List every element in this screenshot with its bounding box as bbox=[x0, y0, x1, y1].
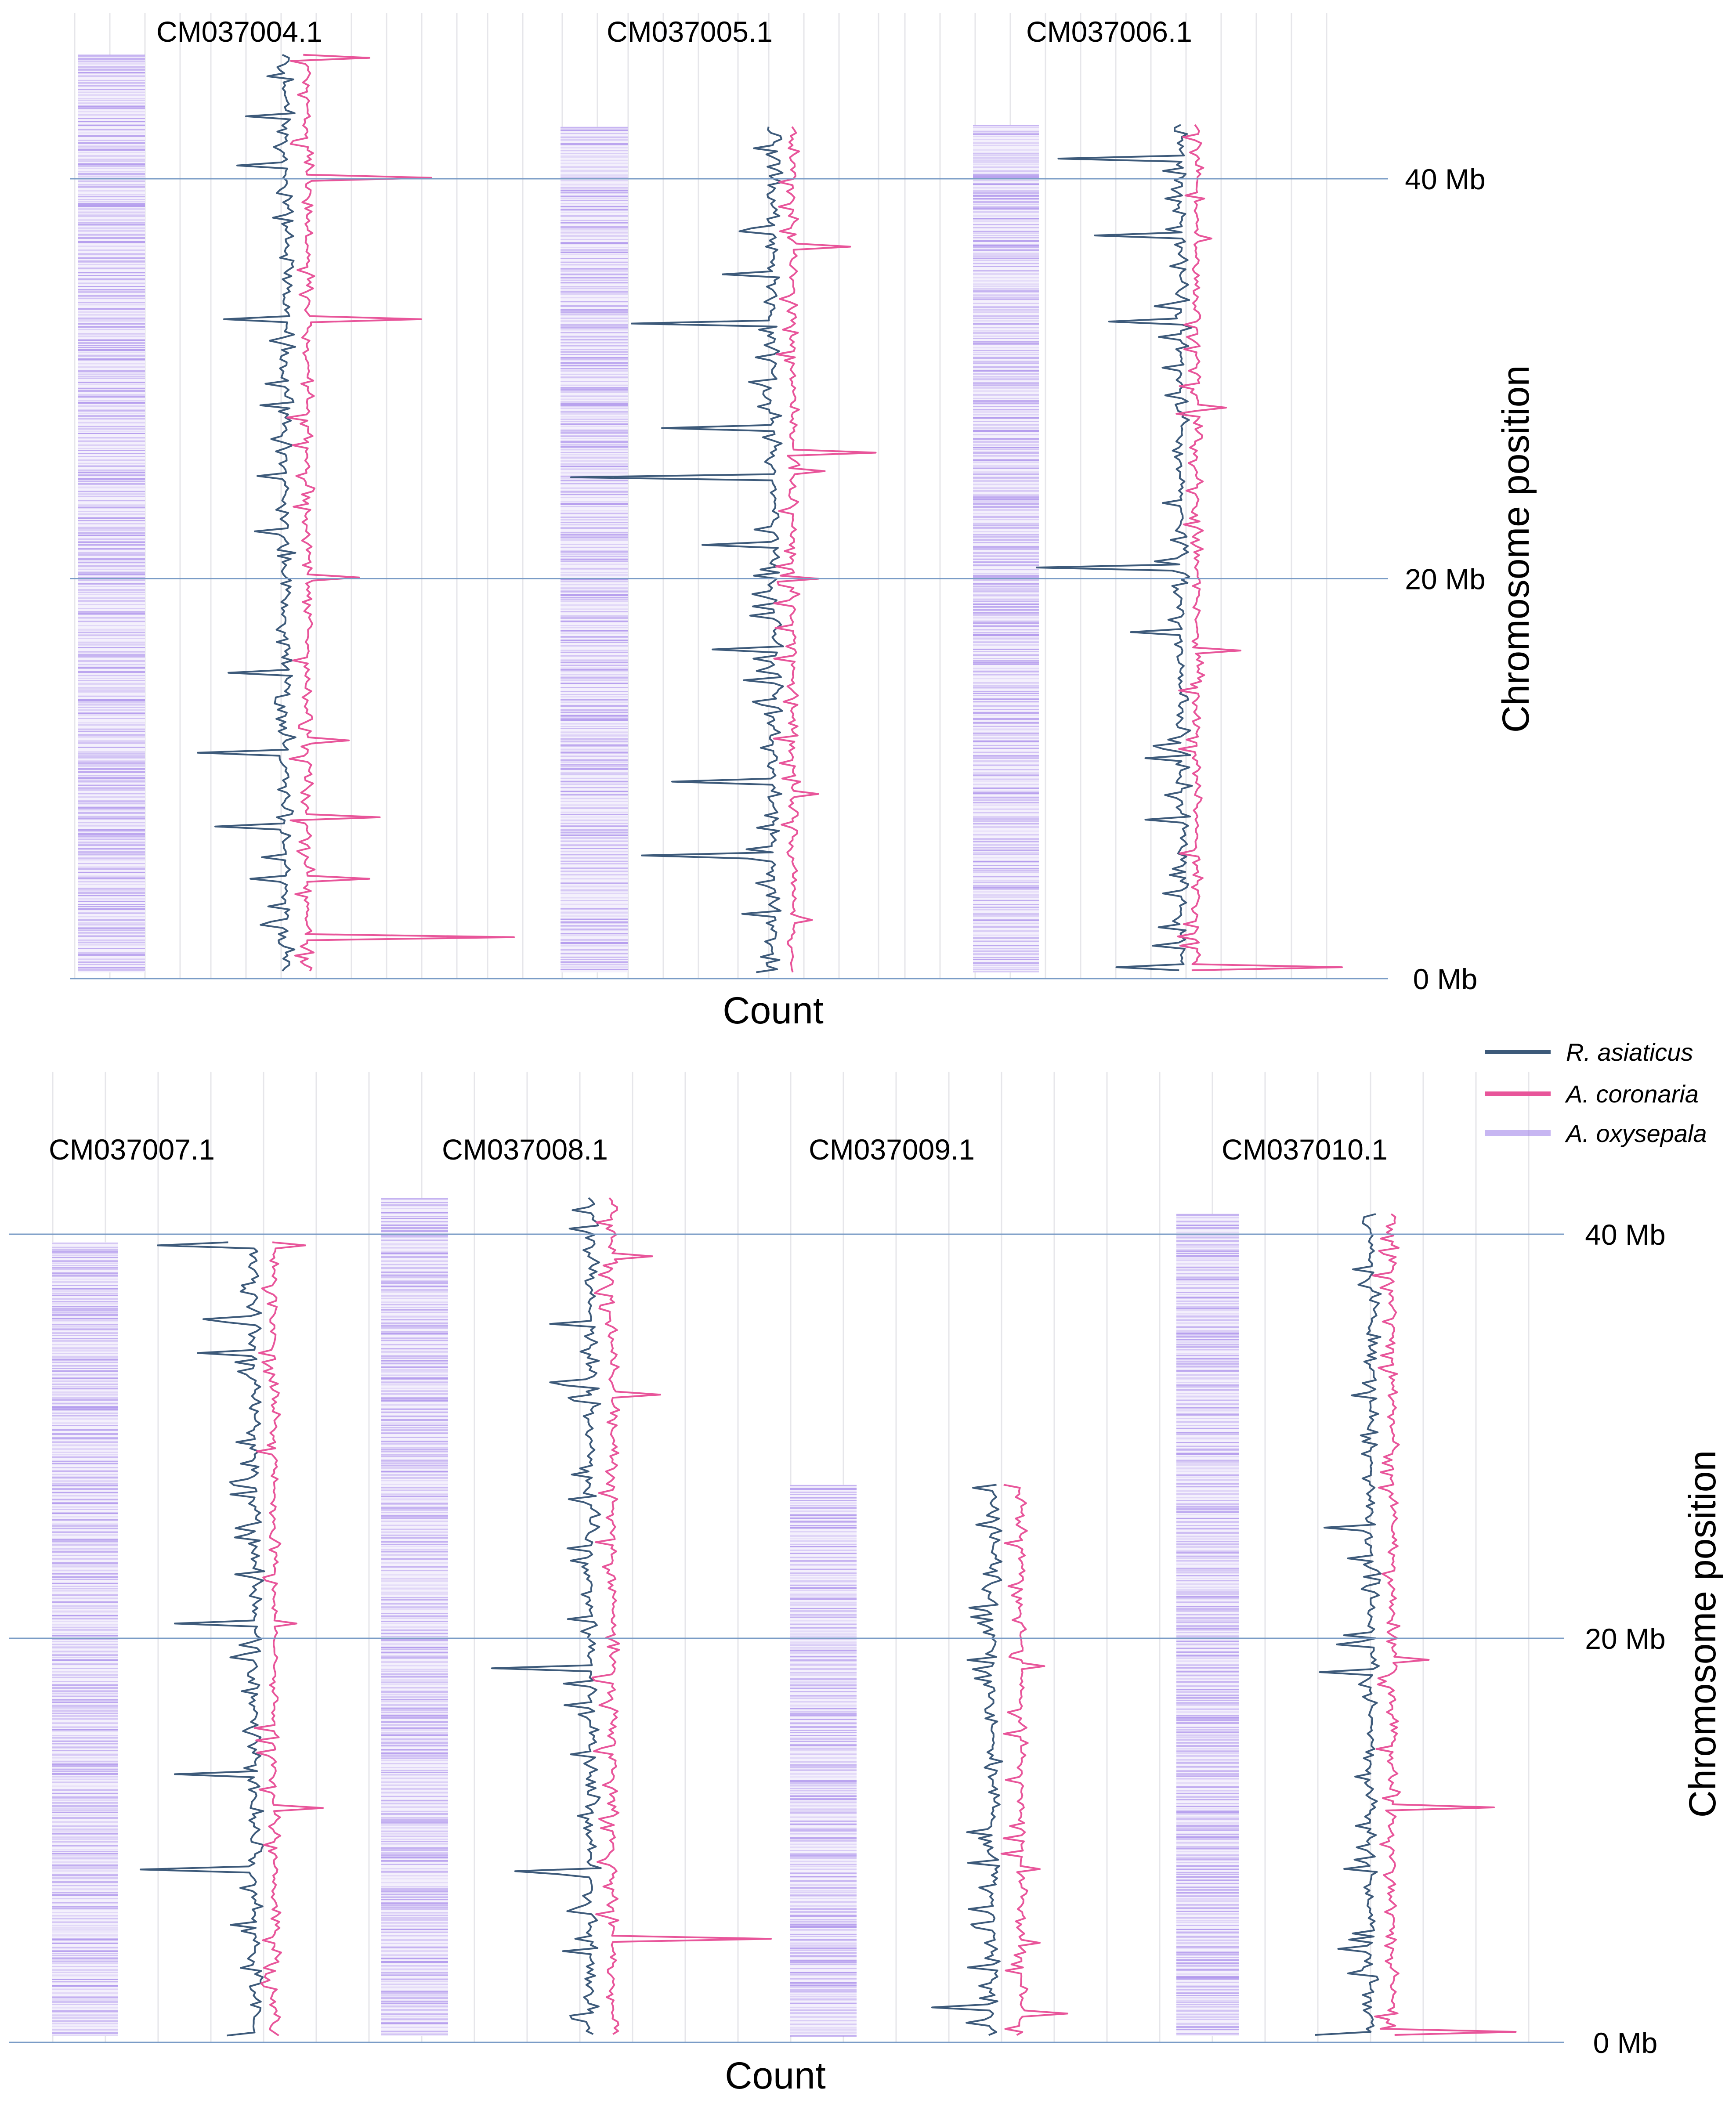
a-oxysepala-bars bbox=[790, 1485, 857, 2037]
y-tick-label: 40 Mb bbox=[1585, 1218, 1665, 1251]
a-oxysepala-bars bbox=[78, 54, 145, 971]
chromosome-CM037010.1: CM037010.1 bbox=[1176, 1133, 1517, 2036]
top-panel: CM037004.1 CM037005.1 CM037006.1 0 Mb 20 Mb 4… bbox=[70, 13, 1537, 1032]
y-axis: 0 Mb 20 Mb 40 Mb bbox=[70, 163, 1486, 995]
legend-label-a-oxysepala: A. oxysepala bbox=[1565, 1120, 1707, 1147]
y-tick-label: 0 Mb bbox=[1593, 2027, 1658, 2059]
a-oxysepala-bars bbox=[52, 1243, 118, 2037]
legend-label-r-asiaticus: R. asiaticus bbox=[1566, 1038, 1693, 1066]
a-oxysepala-bars bbox=[561, 126, 628, 970]
chromosome-title: CM037010.1 bbox=[1222, 1133, 1388, 1166]
r-asiaticus-line bbox=[491, 1197, 602, 2035]
y-tick-label: 0 Mb bbox=[1413, 963, 1478, 995]
a-oxysepala-track bbox=[381, 1198, 448, 2036]
r-asiaticus-line bbox=[1315, 1213, 1382, 2036]
y-axis-label: Chromosome position bbox=[1495, 365, 1537, 733]
a-oxysepala-bars bbox=[1176, 1214, 1239, 2035]
a-oxysepala-bars bbox=[973, 125, 1039, 972]
r-asiaticus-line bbox=[931, 1484, 1003, 2036]
gridlines bbox=[74, 13, 1327, 979]
a-coronaria-line bbox=[773, 126, 877, 973]
chromosome-CM037005.1: CM037005.1 bbox=[561, 15, 877, 973]
chromosome-title: CM037009.1 bbox=[809, 1133, 975, 1166]
bottom-panel: CM037007.1 CM037008.1 CM037009.1 CM037010.1… bbox=[9, 1072, 1724, 2097]
chromosome-CM037009.1: CM037009.1 bbox=[790, 1133, 1068, 2037]
a-oxysepala-bars bbox=[381, 1198, 448, 2035]
a-coronaria-line bbox=[1175, 124, 1343, 972]
x-axis-label: Count bbox=[725, 2055, 826, 2097]
r-asiaticus-line bbox=[1036, 124, 1193, 972]
chromosome-title: CM037004.1 bbox=[156, 15, 322, 48]
r-asiaticus-line bbox=[570, 126, 784, 973]
a-coronaria-line bbox=[286, 54, 515, 972]
a-coronaria-line bbox=[1372, 1213, 1517, 2036]
a-oxysepala-track bbox=[78, 54, 145, 972]
legend-label-a-coronaria: A. coronaria bbox=[1565, 1080, 1699, 1108]
chromosome-title: CM037006.1 bbox=[1026, 15, 1192, 48]
a-oxysepala-track bbox=[1176, 1214, 1239, 2036]
chromosome-CM037007.1: CM037007.1 bbox=[49, 1133, 324, 2037]
chromosome-title: CM037007.1 bbox=[49, 1133, 215, 1166]
chromosome-title: CM037005.1 bbox=[607, 15, 773, 48]
a-oxysepala-track bbox=[561, 126, 628, 972]
a-coronaria-line bbox=[1000, 1484, 1068, 2036]
y-axis: 0 Mb 20 Mb 40 Mb bbox=[9, 1218, 1666, 2059]
x-axis-label: Count bbox=[723, 990, 824, 1032]
y-axis-label: Chromosome position bbox=[1682, 1450, 1724, 1818]
chromosome-CM037006.1: CM037006.1 bbox=[973, 15, 1343, 972]
legend: R. asiaticus A. coronaria A. oxysepala bbox=[1485, 1038, 1707, 1147]
chromosome-CM037008.1: CM037008.1 bbox=[381, 1133, 772, 2036]
chromosome-title: CM037008.1 bbox=[442, 1133, 608, 1166]
r-asiaticus-line bbox=[197, 54, 297, 972]
chromosome-CM037004.1: CM037004.1 bbox=[78, 15, 515, 972]
y-tick-label: 20 Mb bbox=[1405, 563, 1485, 596]
a-oxysepala-track bbox=[790, 1485, 857, 2036]
y-tick-label: 20 Mb bbox=[1585, 1622, 1665, 1655]
y-tick-label: 40 Mb bbox=[1405, 163, 1485, 195]
a-coronaria-line bbox=[591, 1197, 772, 2035]
